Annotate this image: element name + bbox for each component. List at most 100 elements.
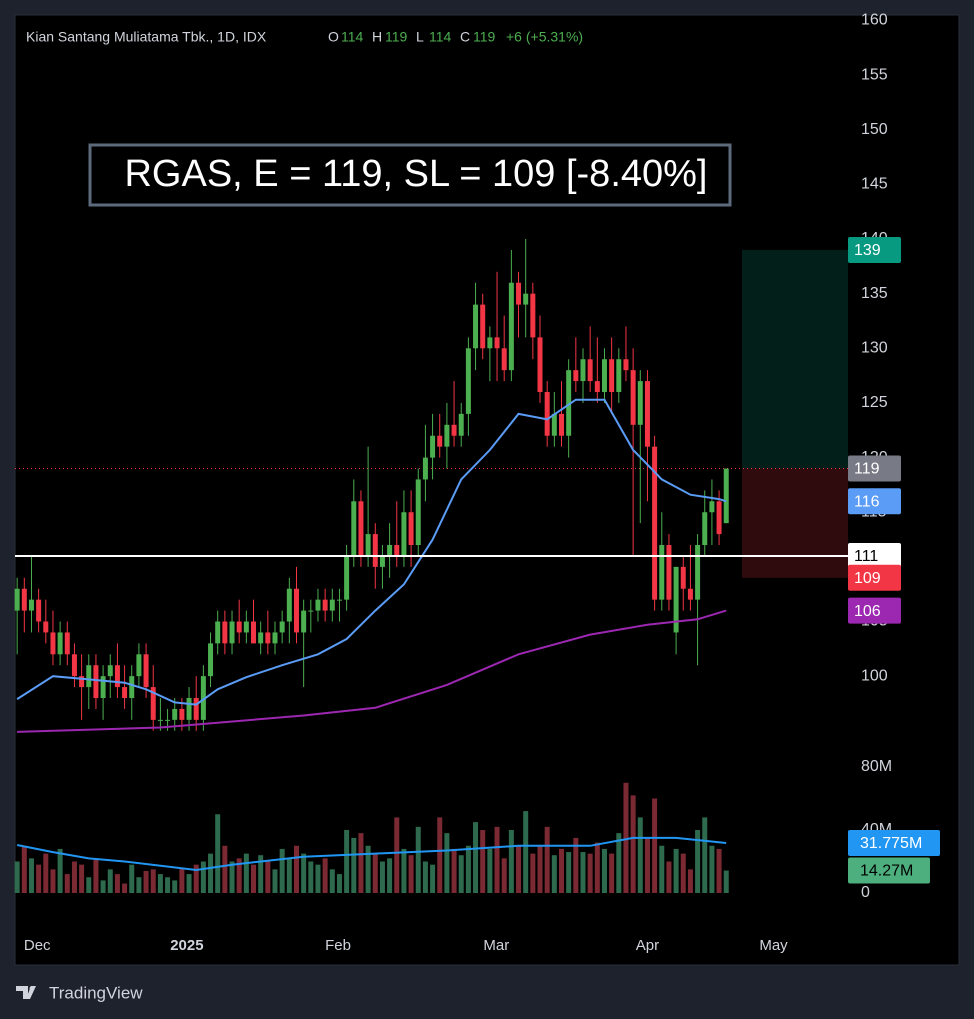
volume-bar [186,874,192,893]
candle-body [587,359,593,382]
volume-bar [609,853,615,893]
candle-body [258,632,264,644]
annotation-box [88,143,732,207]
candle-body [265,632,271,644]
y-tick-label: 125 [861,394,888,411]
candle-body [193,698,199,720]
y-tick-label: 160 [861,12,888,29]
x-tick-label: Mar [483,937,509,954]
ohlc-letter: C [460,29,470,45]
volume-bar [437,817,443,893]
candle-body [136,654,142,677]
volume-bar [637,817,643,893]
candle-body [351,501,357,556]
candle-body [394,545,400,556]
candle-body [322,599,328,611]
candle-body [222,621,228,644]
volume-bar [372,853,378,893]
volume-bar [243,853,249,893]
candle-body [208,643,214,677]
candle-body [523,293,529,305]
candle-body [365,534,371,556]
candle-body [494,337,500,349]
volume-bar [401,848,407,893]
candle-body [122,687,128,699]
volume-bar [702,817,708,893]
y-tick-label: 155 [861,66,888,83]
volume-bar [329,869,335,893]
volume-bar [422,861,428,893]
candle-body [637,381,643,425]
volume-bar [587,853,593,893]
candle-body [458,413,464,436]
volume-bar [630,795,636,893]
candle-body [487,337,493,349]
candle-body [716,501,722,535]
price-label-box [848,542,901,569]
volume-bar [487,848,493,893]
candle-body [279,621,285,633]
target-zone [741,249,848,469]
y-tick-label: 150 [861,121,888,138]
volume-bar [86,877,92,893]
candle-body [659,545,665,600]
volume-bar [544,826,550,893]
candle-body [473,304,479,349]
volume-bar [580,852,586,893]
candle-body [251,621,257,644]
volume-bar [601,848,607,893]
candle-body [100,676,106,699]
candle-body [652,446,658,600]
volume-bar [537,845,543,893]
volume-bar [652,798,658,893]
candle-body [286,588,292,622]
volume-bar [93,858,99,893]
volume-label: 14.27M [860,863,913,880]
candle-body [14,588,20,611]
candle-body [687,588,693,600]
volume-bar [494,826,500,893]
candle-body [501,348,507,371]
volume-bar [394,817,400,893]
candle-body [36,599,42,622]
stop-zone [741,468,848,578]
volume-bar [200,861,206,893]
x-tick-label: Apr [636,937,659,954]
volume-bar [336,874,342,893]
price-label-box [848,488,901,515]
candle-body [480,304,486,349]
volume-bar [458,855,464,893]
price-label-box [848,597,901,624]
volume-bar [71,861,77,893]
volume-bar [293,845,299,893]
annotation-text: RGAS, E = 119, SL = 109 [-8.40%] [124,153,707,195]
volume-bar [114,874,120,893]
candle-body [129,676,135,699]
ohlc-letter: L [416,29,424,45]
volume-bar [408,855,414,893]
volume-bar [315,864,321,893]
candle-body [229,621,235,644]
volume-bar [709,845,715,893]
candle-body [329,599,335,611]
volume-bar [616,833,622,893]
candle-body [401,512,407,556]
candle-body [465,348,471,414]
volume-bar [659,845,665,893]
volume-bar [165,877,171,893]
candle-body [723,468,729,524]
candle-body [695,545,701,600]
volume-bar [465,845,471,893]
candle-body [508,282,514,371]
price-label: 109 [854,570,881,587]
candle-body [558,413,564,436]
volume-bar [100,880,106,893]
volume-bar [387,858,393,893]
candle-body [86,665,92,688]
volume-bar [680,853,686,893]
candle-body [114,665,120,688]
volume-bar [379,861,385,893]
candle-body [609,359,615,393]
candle-body [709,501,715,513]
candle-body [566,370,572,436]
